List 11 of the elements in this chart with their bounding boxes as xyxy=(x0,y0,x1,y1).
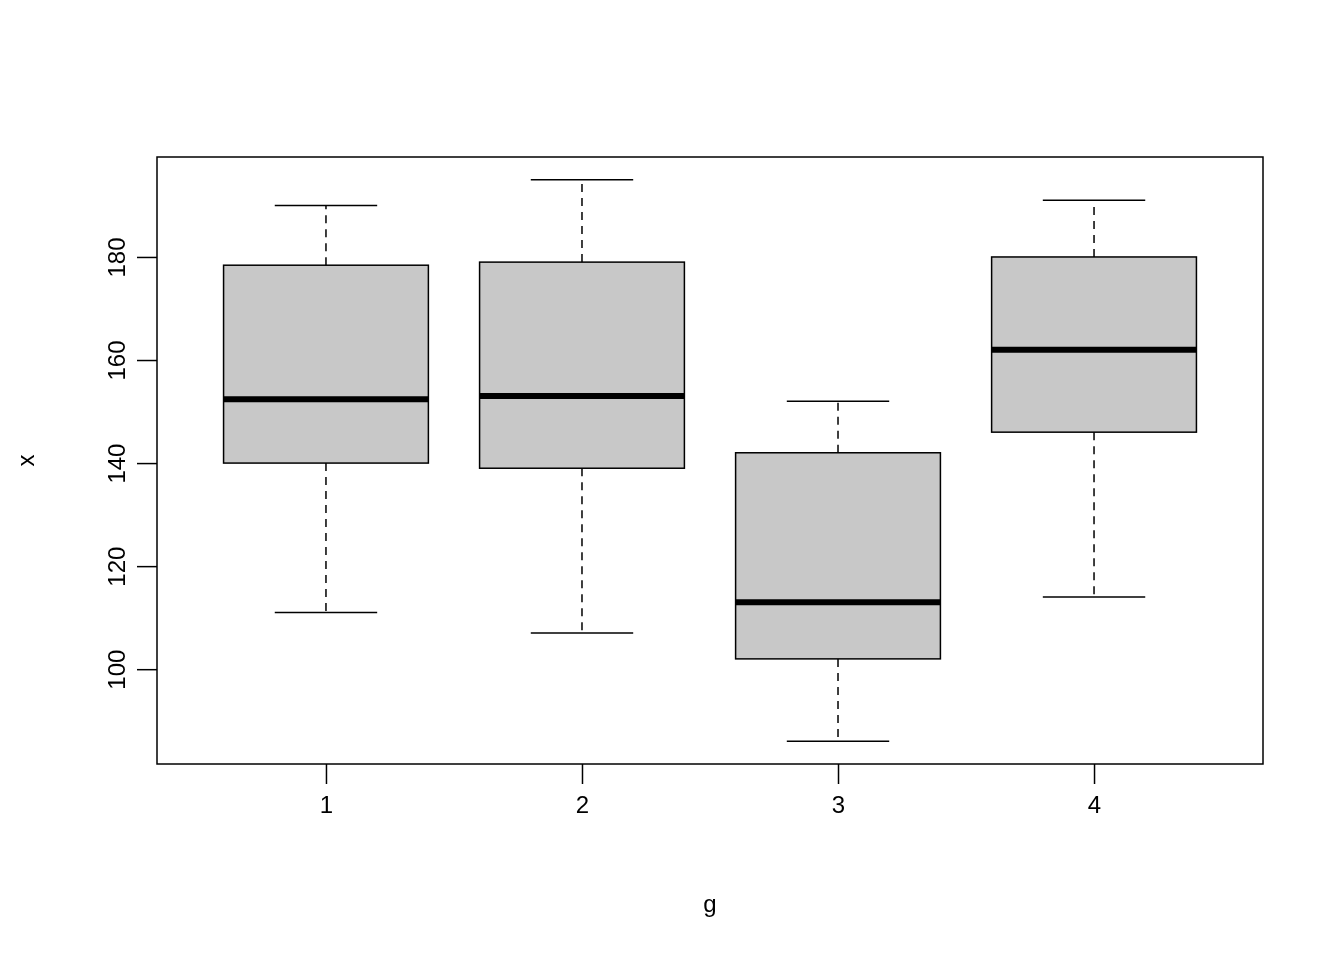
y-tick-label: 140 xyxy=(103,443,131,484)
x-axis-title: g xyxy=(703,890,717,917)
y-tick-label: 120 xyxy=(103,546,131,587)
y-tick-label: 160 xyxy=(103,340,131,381)
x-tick-label: 3 xyxy=(831,791,846,819)
y-axis-title: x xyxy=(12,454,39,467)
y-tick-label: 100 xyxy=(103,649,131,690)
x-tick-label: 2 xyxy=(575,791,590,819)
y-tick-label: 180 xyxy=(103,237,131,278)
x-tick-label: 1 xyxy=(319,791,334,819)
x-tick-label: 4 xyxy=(1087,791,1102,819)
